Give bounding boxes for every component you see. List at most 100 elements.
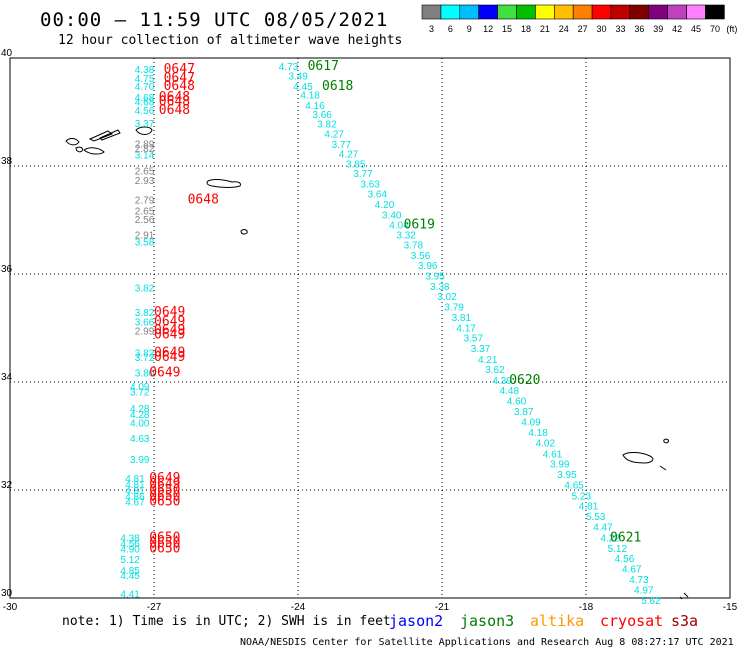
time-label: 0650 (149, 494, 180, 509)
swh-value: 4.48 (500, 386, 520, 397)
swh-value: 4.73 (279, 62, 299, 73)
lon-tick-label: -30 (3, 602, 18, 613)
colorbar-label: 24 (559, 24, 569, 34)
swh-value: 2.79 (135, 195, 155, 206)
swh-value: 2.91 (135, 231, 155, 242)
swh-value: 3.85 (346, 159, 366, 170)
swh-value: 4.86 (125, 492, 145, 503)
lat-tick-label: 34 (1, 372, 13, 383)
swh-value: 3.95 (425, 272, 445, 283)
colorbar-swatch (459, 4, 479, 20)
swh-value: 4.68 (135, 93, 155, 104)
map-frame (9, 57, 731, 599)
colorbar-swatch (516, 4, 536, 20)
colorbar-label: 39 (653, 24, 663, 34)
swh-value: 4.04 (389, 220, 409, 231)
swh-value: 4.21 (478, 355, 498, 366)
legend-altika: altika (530, 612, 584, 630)
swh-value: 4.73 (629, 575, 649, 586)
swh-value: 3.63 (360, 179, 380, 190)
swh-value: 2.56 (135, 215, 155, 226)
legend-cryosat: cryosat (600, 612, 663, 630)
island-sao-jorge (99, 129, 121, 141)
swh-value: 3.38 (430, 282, 450, 293)
colorbar-swatch (572, 4, 593, 20)
swh-value: 4.09 (130, 382, 150, 393)
colorbar-swatch (686, 4, 706, 20)
swh-value: 4.61 (543, 449, 563, 460)
island-sao-miguel (206, 178, 241, 188)
colorbar-label: 9 (467, 24, 472, 34)
swh-value: 4.81 (125, 486, 145, 497)
swh-value: 5.12 (608, 544, 628, 555)
colorbar-swatch (610, 4, 631, 20)
swh-value: 4.18 (300, 91, 320, 102)
swh-value: 5.53 (586, 512, 606, 523)
swh-value: 4.60 (507, 396, 527, 407)
swh-value: 4.00 (130, 419, 150, 430)
legend-s3a: s3a (671, 612, 698, 630)
map-grid: -30 -27 -24 -21 -18 -15 40 38 36 34 32 30 (1, 48, 738, 613)
island-selvagens (679, 592, 689, 600)
time-label: 0649 (154, 315, 185, 330)
swh-value: 3.66 (135, 318, 155, 329)
swh-value: 4.85 (120, 566, 140, 577)
swh-value: 4.65 (564, 481, 584, 492)
swh-value: 3.37 (471, 344, 491, 355)
swh-value: 4.39 (492, 376, 512, 387)
swh-value: 2.65 (135, 166, 155, 177)
lat-tick-label: 38 (1, 156, 13, 167)
lon-tick-label: -18 (579, 602, 594, 613)
swh-value: 3.37 (135, 119, 155, 130)
lat-tick-label: 32 (1, 480, 13, 491)
time-label: 0649 (154, 350, 185, 365)
swh-value: 4.81 (125, 474, 145, 485)
legend-jason3: jason3 (460, 612, 514, 630)
swh-value: 4.38 (120, 534, 140, 545)
time-label: 0650 (149, 483, 180, 498)
swh-value: 4.68 (135, 98, 155, 109)
island-flores (65, 138, 80, 146)
time-label: 0648 (159, 95, 190, 110)
swh-value: 4.45 (293, 82, 313, 93)
lon-tick-label: -15 (723, 602, 738, 613)
colorbar-label: 30 (597, 24, 607, 34)
swh-value: 5.62 (641, 596, 661, 607)
swh-value: 3.96 (418, 261, 438, 272)
swh-value: 3.62 (485, 365, 505, 376)
swh-value: 3.87 (514, 407, 534, 418)
page-title: 00:00 – 11:59 UTC 08/05/2021 (40, 9, 388, 31)
time-label: 0649 (149, 477, 180, 492)
swh-value: 3.77 (332, 140, 352, 151)
colorbar-label: 21 (540, 24, 550, 34)
swh-value: 4.22 (600, 534, 620, 545)
colorbar-swatch (535, 4, 555, 20)
colorbar-label: 6 (448, 24, 453, 34)
footer-credit: NOAA/NESDIS Center for Satellite Applica… (240, 637, 734, 648)
swh-value: 4.75 (135, 74, 155, 85)
colorbar-label: 15 (502, 24, 512, 34)
colorbar-swatch (497, 4, 517, 20)
lon-tick-label: -27 (147, 602, 162, 613)
time-label: 0649 (149, 365, 180, 380)
time-label: 0650 (149, 536, 180, 551)
swh-value: 3.32 (396, 231, 416, 242)
page-subtitle: 12 hour collection of altimeter wave hei… (58, 33, 402, 48)
swh-value: 4.63 (130, 434, 150, 445)
swh-value: 4.56 (135, 106, 155, 117)
swh-value: 4.81 (579, 502, 599, 513)
colorbar-swatch (440, 4, 461, 20)
swh-value: 3.40 (382, 211, 402, 222)
time-label: 0647 (164, 71, 195, 86)
time-label: 0648 (159, 90, 190, 105)
swh-value: 4.20 (375, 200, 395, 211)
time-label: 0621 (610, 531, 641, 546)
time-label: 0620 (509, 373, 540, 388)
colorbar-legend: 3 6 9 12 15 18 21 24 27 30 33 36 39 42 45 70 (ft) (421, 4, 737, 34)
swh-value: 5.23 (572, 491, 592, 502)
swh-value: 5.12 (120, 555, 140, 566)
swh-value: 4.27 (339, 150, 359, 161)
island-madeira (622, 452, 654, 464)
island-santa-maria (240, 229, 248, 235)
